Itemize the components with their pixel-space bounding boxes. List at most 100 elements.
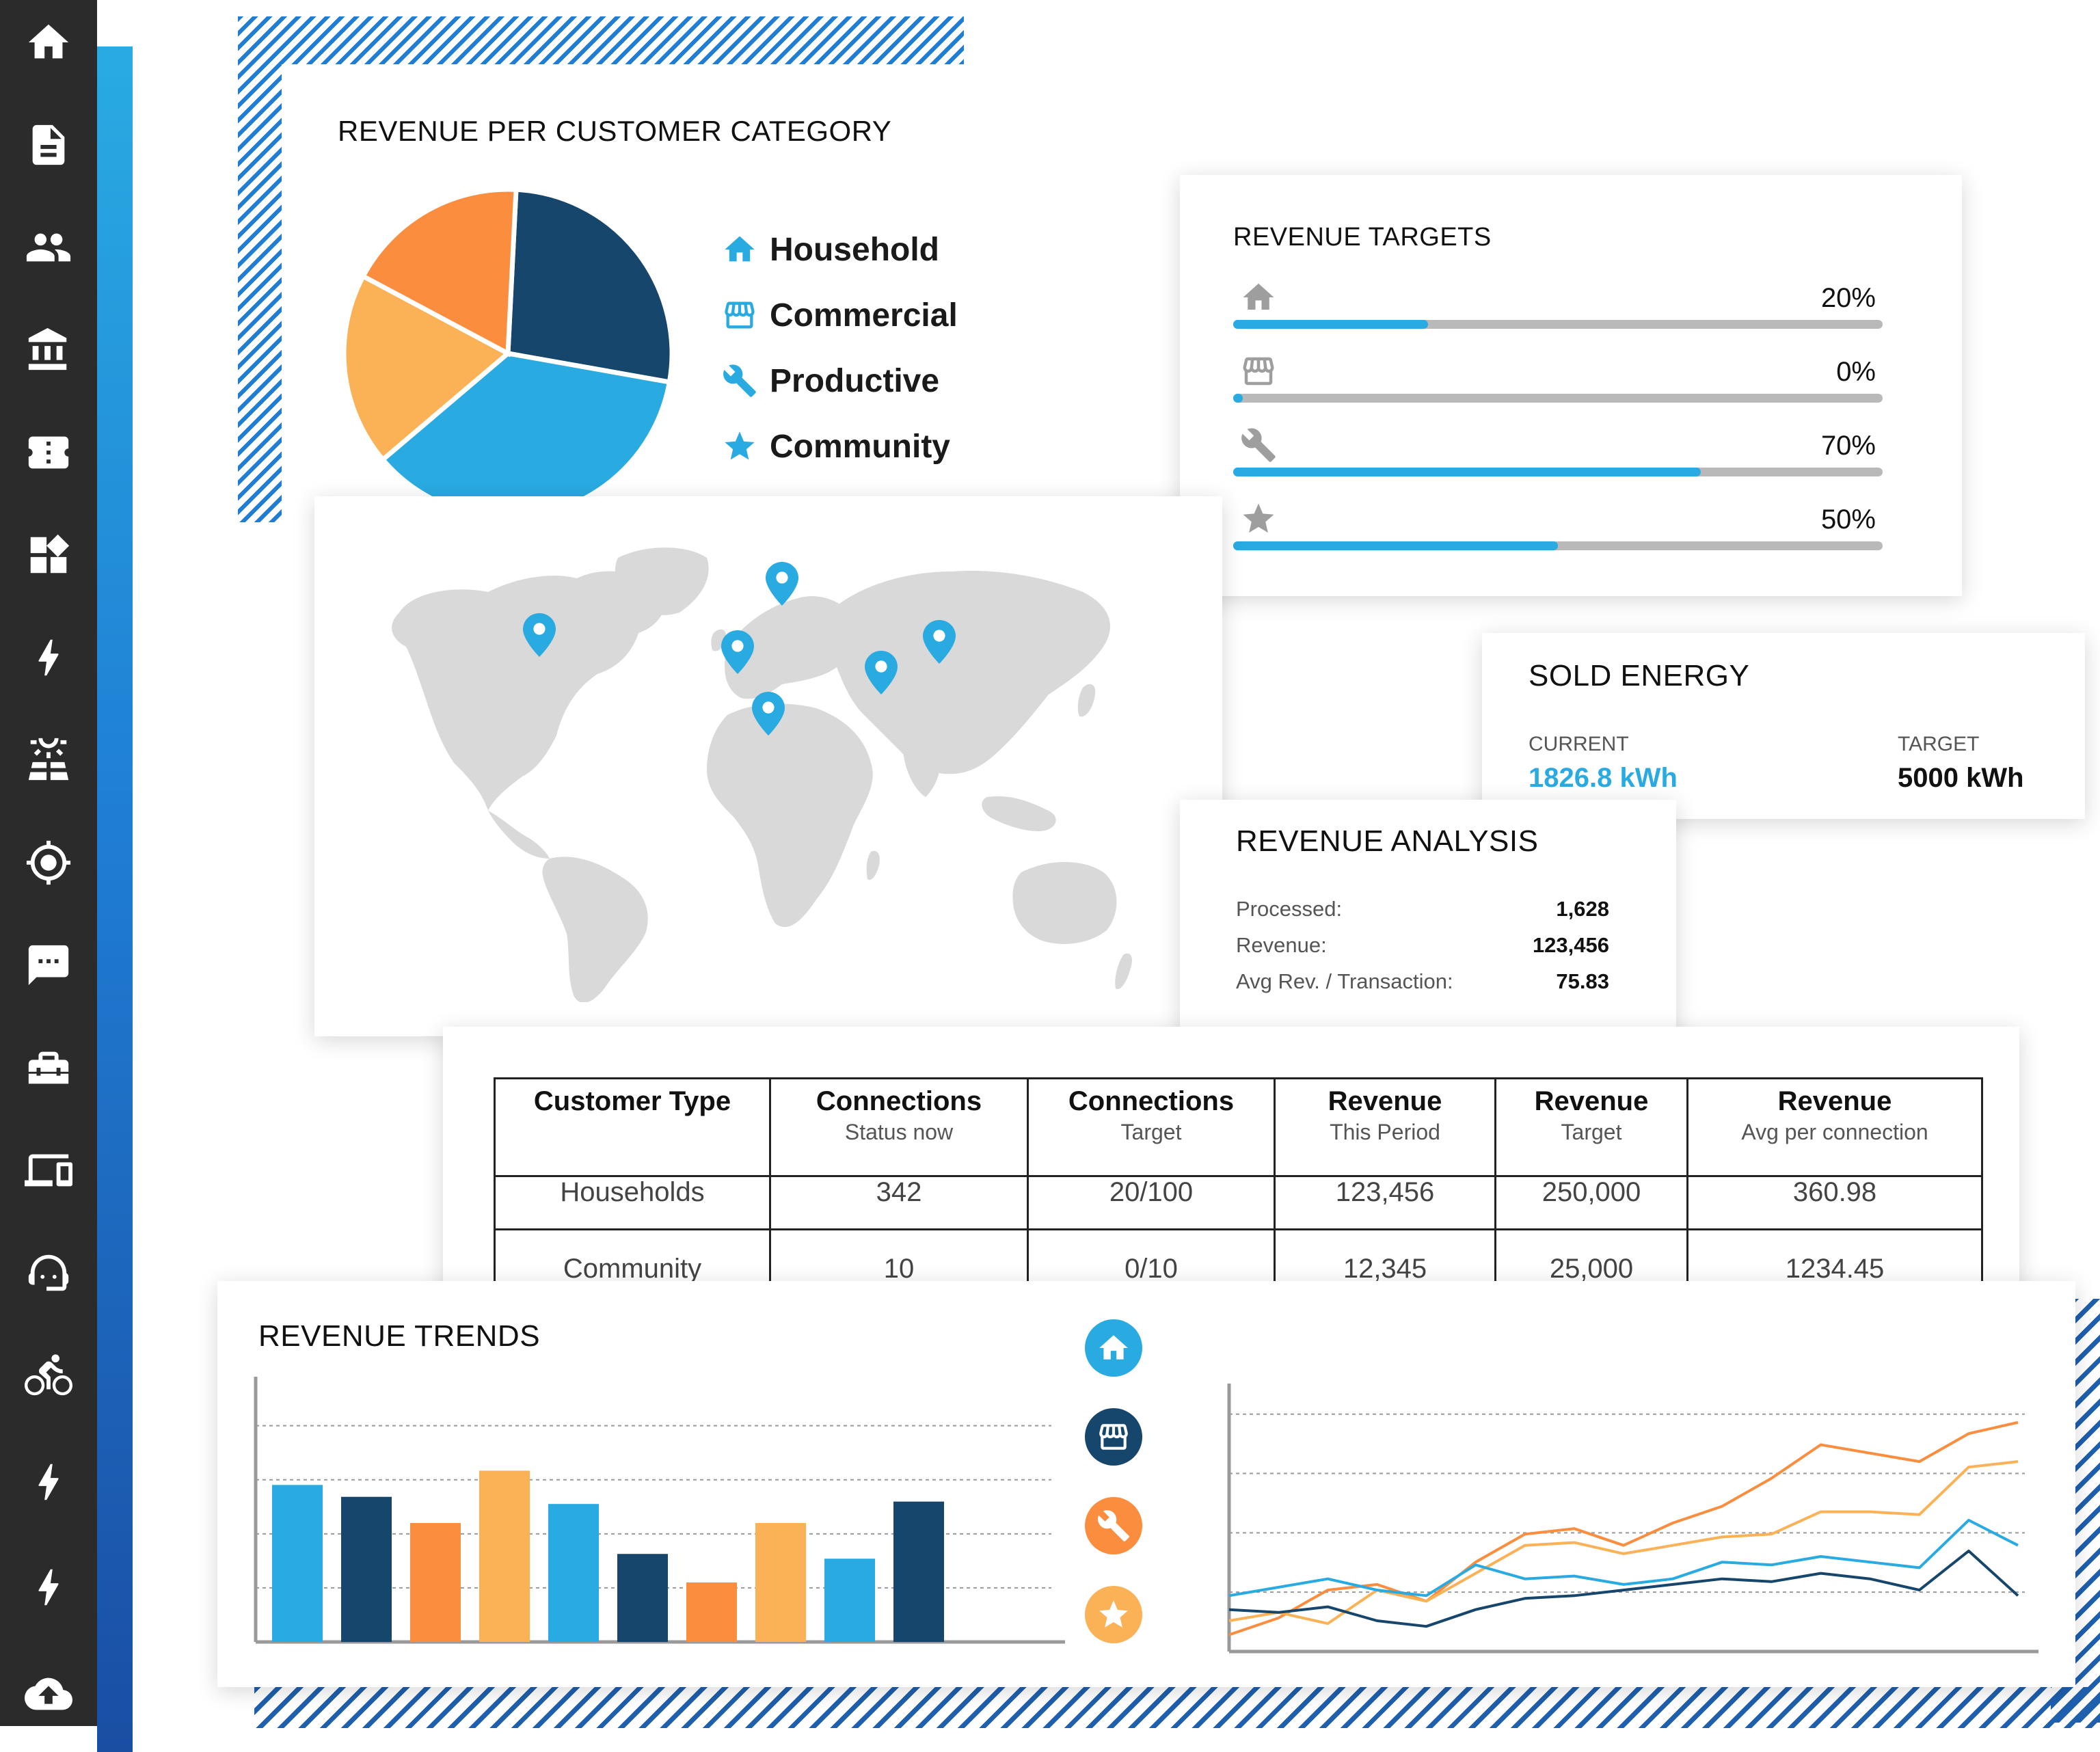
sidebar-item-charging[interactable] [21,1560,76,1615]
sidebar-item-messages[interactable] [21,938,76,993]
home-icon [1096,1331,1131,1365]
trend-filter-community[interactable] [1085,1586,1142,1643]
bar[interactable] [893,1501,944,1642]
card-title: REVENUE TARGETS [1233,223,1492,252]
trend-filter-productive[interactable] [1085,1497,1142,1554]
sidebar-item-targets[interactable] [21,835,76,890]
current-value: 1826.8 kWh [1529,763,1678,793]
progress-track [1233,541,1883,550]
bolt-icon [25,634,72,682]
sidebar-item-bank[interactable] [21,323,76,377]
map-pin-icon[interactable] [766,562,798,606]
target-row-community: 50% [1233,500,1883,550]
legend-label: Commercial [770,297,958,334]
table-cell: 342 [769,1176,1029,1230]
bar[interactable] [755,1523,806,1642]
sidebar-item-home[interactable] [21,15,76,70]
analysis-row-avg: Avg Rev. / Transaction: 75.83 [1236,969,1609,997]
line-chart [1227,1384,2038,1654]
continent-greenland [615,548,709,615]
bolt-icon [25,1563,72,1611]
analysis-row-revenue: Revenue: 123,456 [1236,933,1609,960]
revenue-targets-card: REVENUE TARGETS [1180,175,1962,596]
table-cell: 360.98 [1686,1176,1983,1230]
sidebar-item-widgets[interactable] [21,528,76,582]
people-icon [25,224,72,271]
sidebar-item-upload[interactable] [21,1667,76,1721]
world-map [392,548,1132,1002]
bar[interactable] [410,1523,461,1642]
bar-chart [254,1377,1065,1644]
legend-item-productive[interactable]: Productive [722,357,939,405]
sidebar-item-support[interactable] [21,1245,76,1300]
support-agent-icon [25,1249,72,1297]
analysis-label: Avg Rev. / Transaction: [1236,969,1453,993]
card-title: REVENUE ANALYSIS [1236,824,1539,858]
document-icon [25,121,72,169]
column-header[interactable]: Connections Status now [769,1077,1029,1177]
continent-south-america [542,857,648,1002]
analysis-value: 123,456 [1532,933,1609,957]
continent-asia [830,571,1110,774]
sidebar-item-documents[interactable] [21,118,76,172]
table-header-row: Customer Type Connections Status now Conn… [494,1077,1983,1177]
revenue-trends-card: REVENUE TRENDS [217,1281,2075,1687]
star-icon [722,429,757,464]
series-line[interactable] [1228,1420,2019,1636]
bar[interactable] [617,1554,668,1642]
wrench-icon [1096,1509,1131,1543]
progress-fill [1233,394,1243,403]
table-row[interactable]: Households 342 20/100 123,456 250,000 36… [494,1176,1983,1230]
legend-item-household[interactable]: Household [722,226,939,273]
column-header[interactable]: Connections Target [1027,1077,1276,1177]
bar[interactable] [479,1470,530,1642]
sidebar-item-tickets[interactable] [21,425,76,480]
continent-madagascar [866,850,880,880]
progress-fill [1233,541,1558,550]
card-title: REVENUE PER CUSTOMER CATEGORY [338,115,892,147]
sidebar-item-solar[interactable] [21,733,76,787]
pie-slice[interactable] [341,273,513,463]
table-cell: Households [494,1176,771,1230]
continent-africa [707,703,873,928]
home-icon [722,232,757,267]
ticket-icon [25,429,72,476]
column-header[interactable]: Revenue Avg per connection [1686,1077,1983,1177]
pie-slice[interactable] [505,187,675,386]
pie-chart [341,187,675,520]
bar[interactable] [548,1504,599,1642]
sidebar-item-energy[interactable] [21,630,76,685]
bar[interactable] [824,1559,875,1642]
card-title: REVENUE TRENDS [258,1319,541,1353]
series-line[interactable] [1228,1518,2019,1598]
series-line[interactable] [1228,1549,2019,1628]
sidebar-item-power[interactable] [21,1455,76,1509]
target-value: 5000 kWh [1898,763,2024,793]
legend-item-commercial[interactable]: Commercial [722,291,958,339]
legend-label: Productive [770,362,940,399]
sidebar-item-toolbox[interactable] [21,1040,76,1095]
series-line[interactable] [1228,1460,2019,1626]
wrench-icon [722,363,757,399]
bar[interactable] [341,1496,392,1642]
widgets-icon [25,531,72,579]
trend-filter-household[interactable] [1085,1319,1142,1377]
bar[interactable] [686,1582,737,1642]
sidebar-item-e-bikes[interactable] [21,1348,76,1403]
analysis-label: Processed: [1236,897,1343,921]
target-row-commercial: 0% [1233,353,1883,403]
bar[interactable] [272,1485,323,1642]
storefront-icon [1096,1420,1131,1454]
column-header[interactable]: Revenue This Period [1274,1077,1496,1177]
sidebar-item-devices[interactable] [21,1143,76,1198]
sidebar-item-customers[interactable] [21,220,76,275]
pie-slice[interactable] [360,187,519,358]
continent-australia [1012,862,1117,944]
progress-fill [1233,320,1428,329]
column-header[interactable]: Revenue Target [1494,1077,1688,1177]
target-label: TARGET [1898,733,1980,755]
column-header[interactable]: Customer Type [494,1077,771,1177]
trend-filter-commercial[interactable] [1085,1408,1142,1466]
legend-item-community[interactable]: Community [722,422,950,470]
table-cell: 123,456 [1274,1176,1496,1230]
